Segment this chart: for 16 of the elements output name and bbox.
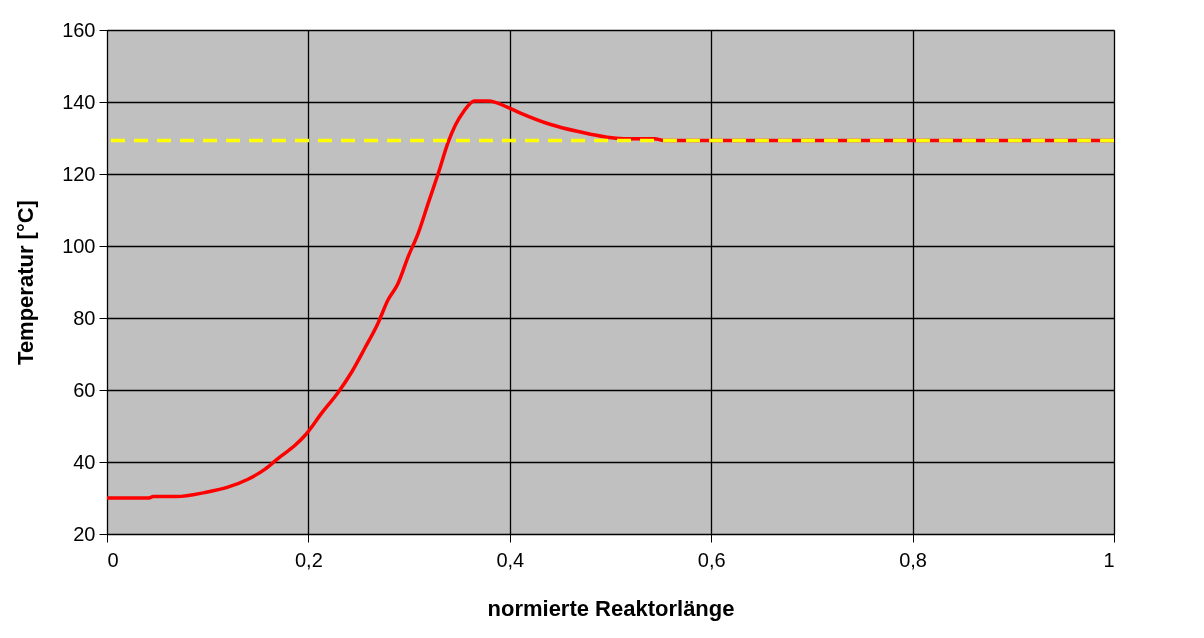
x-tick-label: 0,2 (294, 548, 323, 571)
y-axis-title: Temperatur [°C] (13, 200, 39, 365)
x-tick-label: 0,8 (899, 548, 928, 571)
y-tick-label: 120 (62, 162, 96, 185)
y-tick-label: 160 (62, 18, 96, 41)
y-tick-label: 60 (73, 378, 96, 401)
y-tick-label: 140 (62, 90, 96, 113)
x-tick-label: 0,6 (697, 548, 726, 571)
x-tick-label: 0,4 (496, 548, 525, 571)
y-tick-label: 40 (73, 450, 96, 473)
y-tick-label: 80 (73, 306, 96, 329)
x-tick-label: 0 (107, 548, 119, 571)
x-axis-title: normierte Reaktorlänge (487, 595, 735, 621)
x-tick-label: 1 (1103, 548, 1115, 571)
y-tick-label: 100 (62, 234, 96, 257)
y-tick-label: 20 (73, 522, 96, 545)
